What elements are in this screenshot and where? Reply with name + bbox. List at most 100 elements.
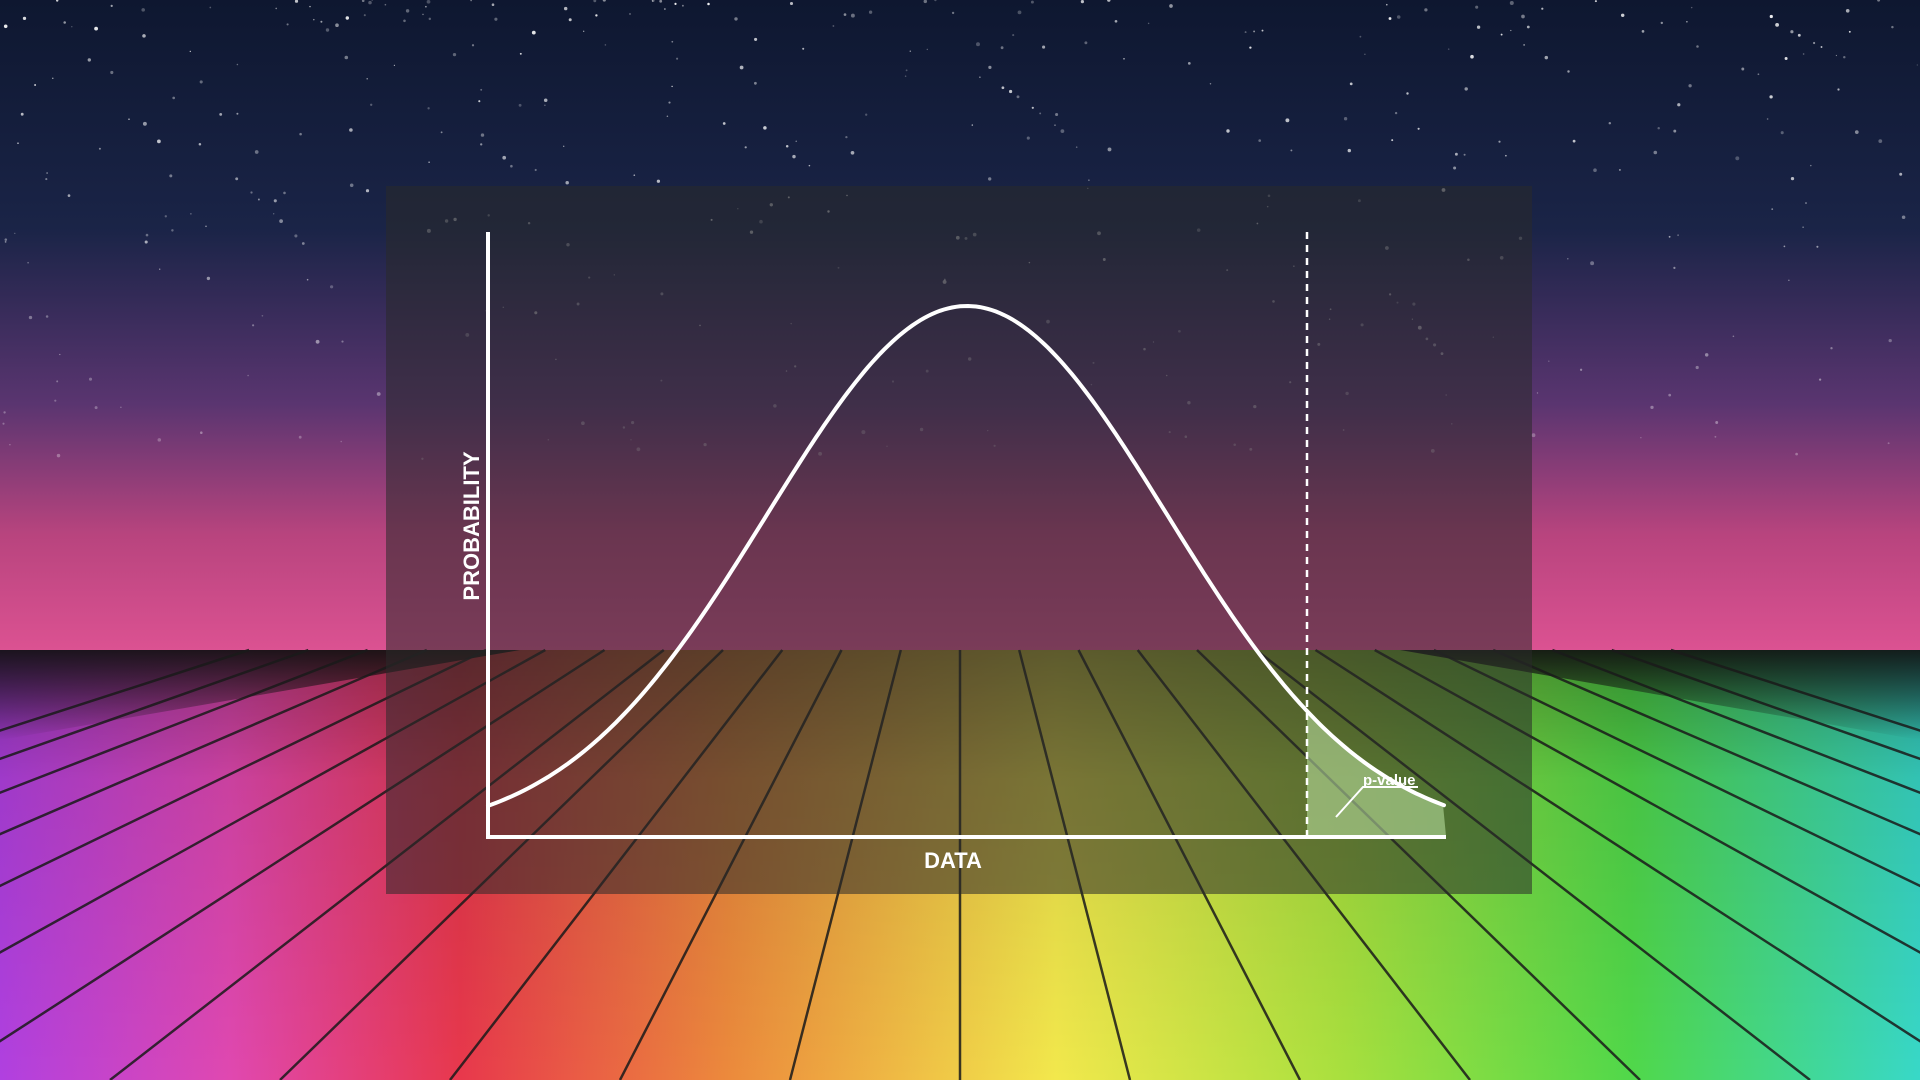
star — [595, 14, 598, 17]
star — [722, 122, 726, 125]
star — [1878, 139, 1883, 143]
floor-line — [0, 648, 487, 888]
star — [1261, 29, 1264, 32]
star — [518, 103, 522, 107]
star — [275, 7, 278, 10]
star — [951, 11, 955, 15]
star — [789, 1, 794, 6]
star — [1901, 215, 1906, 220]
star — [1548, 360, 1550, 362]
star — [1816, 245, 1819, 248]
star — [1031, 106, 1034, 109]
star — [1244, 31, 1247, 34]
star — [1169, 4, 1173, 8]
star — [1075, 146, 1078, 148]
star — [34, 84, 37, 86]
star — [1769, 95, 1773, 99]
star — [1660, 21, 1664, 25]
star — [1364, 53, 1366, 55]
star — [294, 0, 299, 3]
star — [4, 238, 8, 241]
star — [1686, 21, 1688, 23]
star — [1226, 129, 1230, 133]
star — [1769, 14, 1773, 19]
y-axis-label: PROBABILITY — [459, 451, 484, 600]
star — [340, 440, 342, 443]
p-value-pointer — [1335, 786, 1418, 818]
star — [565, 180, 569, 185]
star — [979, 76, 981, 78]
star — [1784, 57, 1788, 60]
star — [306, 278, 309, 281]
star — [850, 13, 855, 18]
star — [676, 57, 679, 60]
star — [428, 161, 430, 164]
star — [1593, 168, 1597, 172]
star — [1544, 55, 1549, 60]
star — [63, 21, 66, 24]
star — [971, 124, 974, 126]
star — [845, 135, 848, 139]
star — [480, 133, 485, 137]
star — [1805, 202, 1807, 204]
star — [1343, 117, 1348, 121]
star — [94, 26, 99, 31]
star — [257, 198, 260, 201]
star — [666, 115, 669, 118]
star — [1016, 95, 1020, 99]
star — [1039, 112, 1042, 115]
star — [1790, 176, 1795, 181]
star — [1579, 368, 1583, 371]
star — [14, 232, 16, 235]
star — [904, 75, 907, 77]
star — [832, 25, 835, 27]
star — [1590, 261, 1595, 266]
star — [1688, 84, 1692, 88]
star — [1848, 30, 1851, 33]
star — [250, 191, 253, 194]
star — [164, 215, 167, 218]
star — [2, 422, 5, 425]
star — [808, 164, 811, 167]
star — [531, 30, 536, 35]
star — [1820, 46, 1823, 48]
star — [235, 177, 239, 181]
star — [428, 17, 432, 21]
star — [674, 2, 677, 5]
star — [633, 174, 636, 177]
star — [1285, 118, 1290, 123]
star — [247, 374, 249, 377]
star — [502, 155, 507, 160]
star — [1695, 365, 1699, 370]
star — [1505, 154, 1507, 157]
star — [1657, 126, 1660, 130]
star — [1673, 129, 1677, 133]
star — [169, 174, 173, 178]
star — [491, 3, 495, 6]
star — [1567, 70, 1570, 73]
star — [868, 10, 873, 14]
star — [988, 177, 992, 181]
floor-line — [0, 648, 369, 795]
star — [593, 0, 597, 3]
star — [1916, 64, 1918, 66]
star — [1788, 279, 1790, 281]
floor-line — [0, 648, 428, 836]
star — [361, 0, 365, 2]
star — [236, 63, 239, 66]
star — [865, 113, 868, 116]
star — [534, 168, 537, 172]
star — [1526, 25, 1530, 29]
star — [1608, 121, 1612, 125]
star — [1209, 83, 1212, 85]
star — [1396, 15, 1401, 19]
star — [320, 20, 323, 23]
star — [1843, 55, 1846, 59]
star — [1060, 129, 1065, 133]
star — [1795, 452, 1798, 456]
star — [1618, 168, 1621, 171]
star — [88, 377, 93, 381]
star — [1107, 0, 1111, 2]
star — [330, 285, 334, 289]
